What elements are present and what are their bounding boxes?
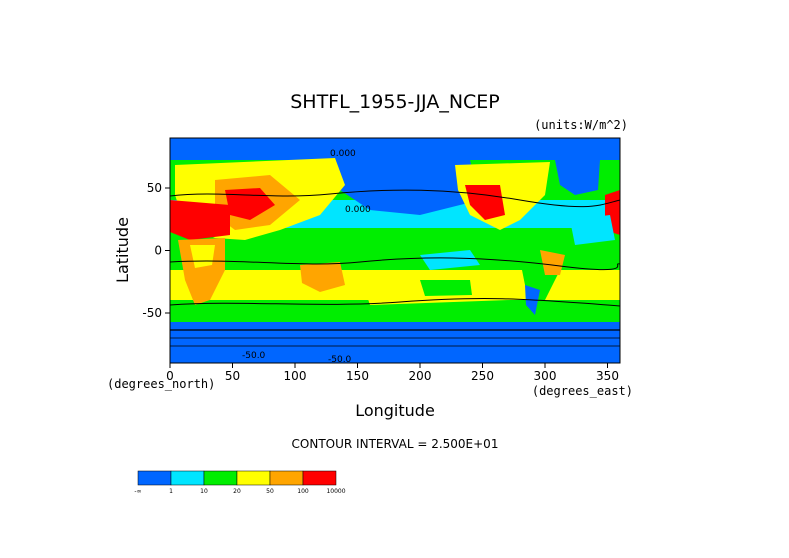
contour-label: 0.000 [345,205,371,215]
colorbar-swatch [203,470,238,486]
colorbar: -∞ 1 10 20 50 100 10000 [134,470,346,495]
colorbar-tick-label: 10 [200,488,208,495]
chart-title: SHTFL_1955-JJA_NCEP [290,91,500,113]
x-unit-label: (degrees_east) [532,384,633,398]
field-africa-east [190,245,215,268]
y-axis-ticks: 50 0 -50 [142,181,170,320]
colorbar-tick-label: 1 [169,488,173,495]
contour-label: 0.000 [330,149,356,159]
field-greenland [555,160,600,195]
y-unit-label: (degrees_north) [107,377,215,391]
contour-line [170,189,620,208]
y-axis-title: Latitude [113,217,132,283]
x-tick-label: 150 [346,369,369,383]
colorbar-swatch [302,470,337,486]
field-equatorial-patch-1 [420,250,480,270]
contour-interval: CONTOUR INTERVAL = 2.500E+01 [292,437,499,451]
x-tick-label: 100 [284,369,307,383]
units-label: (units:W/m^2) [534,118,628,132]
colorbar-swatch [137,470,172,486]
x-tick-label: 50 [225,369,240,383]
field-antarctic-coast [170,322,620,332]
x-tick-label: 300 [534,369,557,383]
field-sahara [170,200,230,240]
colorbar-tick-label: 50 [266,488,274,495]
y-tick-label: 50 [147,181,162,195]
contour-label: -50.0 [328,355,352,365]
y-tick-label: 0 [154,244,162,258]
field-equatorial-patch-2 [570,215,615,245]
map-field [170,138,620,363]
colorbar-swatch [269,470,304,486]
x-axis-ticks: 0 50 100 150 200 250 300 350 [166,363,619,383]
field-south-pacific-patch [420,280,472,296]
field-antarctica [170,328,620,363]
field-north-pacific [330,160,480,215]
x-tick-label: 350 [596,369,619,383]
colorbar-swatch [236,470,271,486]
colorbar-tick-label: 20 [233,488,241,495]
colorbar-tick-label: 100 [297,488,309,495]
colorbar-swatch [170,470,205,486]
contour-label: -50.0 [242,351,266,361]
x-tick-label: 200 [409,369,432,383]
colorbar-tick-label: 10000 [326,488,345,495]
field-australia [300,262,345,292]
x-axis-title: Longitude [355,401,435,420]
contour-line [170,298,620,307]
x-tick-label: 250 [471,369,494,383]
field-arctic [170,138,620,160]
y-tick-label: -50 [142,306,162,320]
colorbar-tick-label: -∞ [134,488,141,495]
x-tick-label: 0 [166,369,174,383]
field-sa-east [540,250,565,275]
contour-line [170,257,620,271]
